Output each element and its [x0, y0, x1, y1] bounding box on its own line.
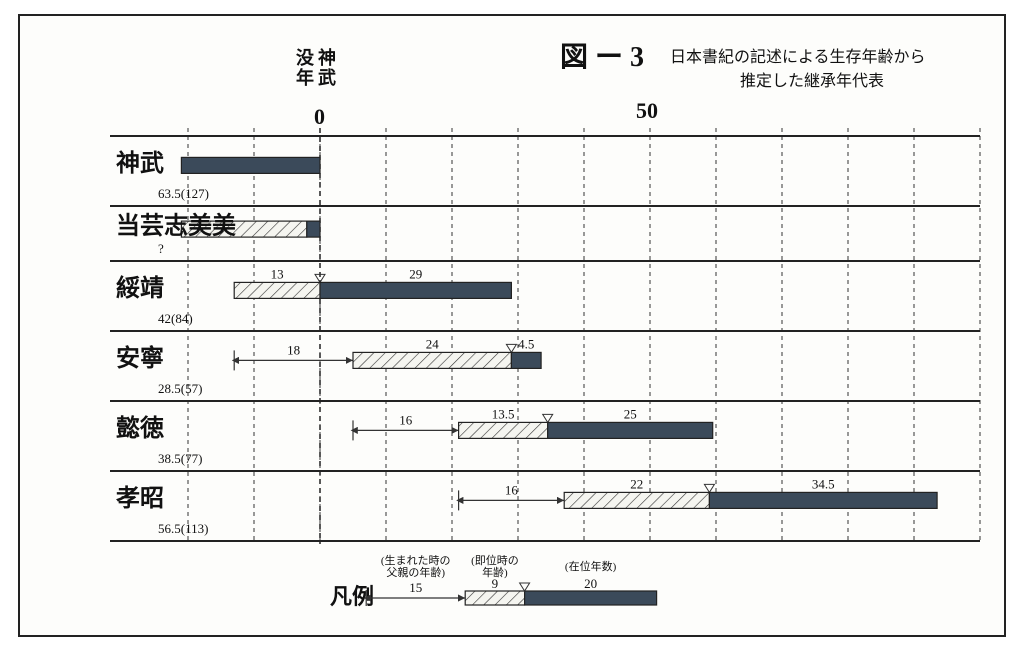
bar-preaccession: [353, 352, 511, 368]
figure-number: 図 ー 3: [560, 42, 644, 73]
axis-zero-label: 武: [318, 68, 336, 88]
succession-chart: 13 29 18 24 4.5 16 13.5 25 16 22 34.5 神武 63.5(127) 当…: [20, 16, 1006, 637]
row-stat: 42(84): [158, 311, 193, 326]
figure-title-line1: 日本書紀の記述による生存年齢から: [670, 48, 926, 66]
row-stat: 63.5(127): [158, 186, 209, 201]
legend-label: 凡例: [330, 584, 374, 609]
segment-label: 13: [271, 266, 284, 281]
lead-arrow-label: 18: [287, 342, 300, 357]
legend-value: 9: [492, 576, 499, 591]
row-stat: ?: [158, 241, 164, 256]
row-name: 懿徳: [116, 414, 164, 442]
bar-reign: [320, 282, 511, 298]
bar-reign: [307, 221, 320, 237]
bar-reign: [511, 352, 541, 368]
segment-label: 13.5: [492, 406, 515, 421]
legend-value: 20: [584, 576, 597, 591]
axis-zero-label: 神: [318, 47, 336, 68]
accession-marker-icon: [506, 344, 516, 352]
segment-label: 29: [409, 266, 422, 281]
lead-arrow-label: 16: [399, 412, 413, 427]
row-name: 神武: [116, 150, 164, 177]
axis-tick-0: 0: [314, 104, 325, 129]
figure-title-line2: 推定した継承年代表: [740, 72, 884, 90]
bar-reign: [548, 422, 713, 438]
axis-zero-label: 没: [296, 48, 315, 68]
accession-marker-icon: [543, 414, 553, 422]
axis-tick-50: 50: [636, 98, 658, 123]
axis-zero-label: 年: [296, 67, 314, 88]
legend-bar: [465, 591, 524, 605]
segment-label: 25: [624, 406, 637, 421]
segment-label: 24: [426, 336, 440, 351]
legend-bar: [525, 591, 657, 605]
lead-arrow-label: 16: [505, 482, 519, 497]
bar-preaccession: [459, 422, 548, 438]
legend-heading: (在位年数): [565, 559, 617, 573]
row-name: 安寧: [116, 344, 164, 372]
row-name: 当芸志美美: [116, 212, 236, 240]
row-stat: 28.5(57): [158, 381, 202, 396]
bar-preaccession: [234, 282, 320, 298]
legend-heading: 父親の年齢): [386, 565, 445, 579]
bar-preaccession: [564, 492, 709, 508]
legend-marker-icon: [520, 583, 530, 591]
row-name: 孝昭: [116, 485, 164, 512]
segment-label: 22: [630, 476, 643, 491]
bar-reign: [181, 157, 320, 173]
row-stat: 56.5(113): [158, 521, 208, 536]
segment-label: 4.5: [518, 336, 534, 351]
legend-heading: (即位時の: [471, 553, 519, 567]
legend-heading: (生まれた時の: [381, 553, 451, 567]
legend-value: 15: [409, 580, 422, 595]
accession-marker-icon: [704, 484, 714, 492]
segment-label: 34.5: [812, 476, 835, 491]
row-name: 綏靖: [116, 274, 164, 302]
row-stat: 38.5(77): [158, 451, 202, 466]
bar-reign: [709, 492, 937, 508]
